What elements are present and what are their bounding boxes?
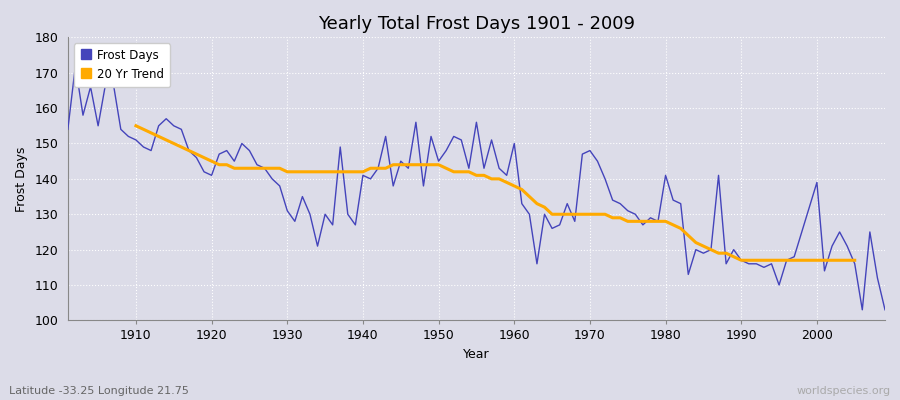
Frost Days bbox=[879, 308, 890, 312]
20 Yr Trend bbox=[494, 176, 505, 181]
Text: Latitude -33.25 Longitude 21.75: Latitude -33.25 Longitude 21.75 bbox=[9, 386, 189, 396]
20 Yr Trend bbox=[441, 166, 452, 171]
Frost Days bbox=[297, 194, 308, 199]
20 Yr Trend bbox=[130, 123, 141, 128]
Frost Days bbox=[517, 201, 527, 206]
20 Yr Trend bbox=[850, 258, 860, 263]
Frost Days bbox=[857, 308, 868, 312]
Frost Days bbox=[70, 63, 81, 68]
Text: worldspecies.org: worldspecies.org bbox=[796, 386, 891, 396]
Title: Yearly Total Frost Days 1901 - 2009: Yearly Total Frost Days 1901 - 2009 bbox=[318, 15, 634, 33]
Line: 20 Yr Trend: 20 Yr Trend bbox=[136, 126, 855, 260]
Frost Days bbox=[508, 141, 519, 146]
Frost Days bbox=[130, 138, 141, 142]
20 Yr Trend bbox=[517, 187, 527, 192]
Line: Frost Days: Frost Days bbox=[68, 66, 885, 310]
X-axis label: Year: Year bbox=[464, 348, 490, 361]
20 Yr Trend bbox=[229, 166, 239, 171]
20 Yr Trend bbox=[335, 169, 346, 174]
Frost Days bbox=[342, 212, 353, 217]
Y-axis label: Frost Days: Frost Days bbox=[15, 146, 28, 212]
20 Yr Trend bbox=[736, 258, 747, 263]
Frost Days bbox=[608, 198, 618, 202]
20 Yr Trend bbox=[796, 258, 807, 263]
Frost Days bbox=[62, 127, 73, 132]
Legend: Frost Days, 20 Yr Trend: Frost Days, 20 Yr Trend bbox=[74, 43, 170, 87]
